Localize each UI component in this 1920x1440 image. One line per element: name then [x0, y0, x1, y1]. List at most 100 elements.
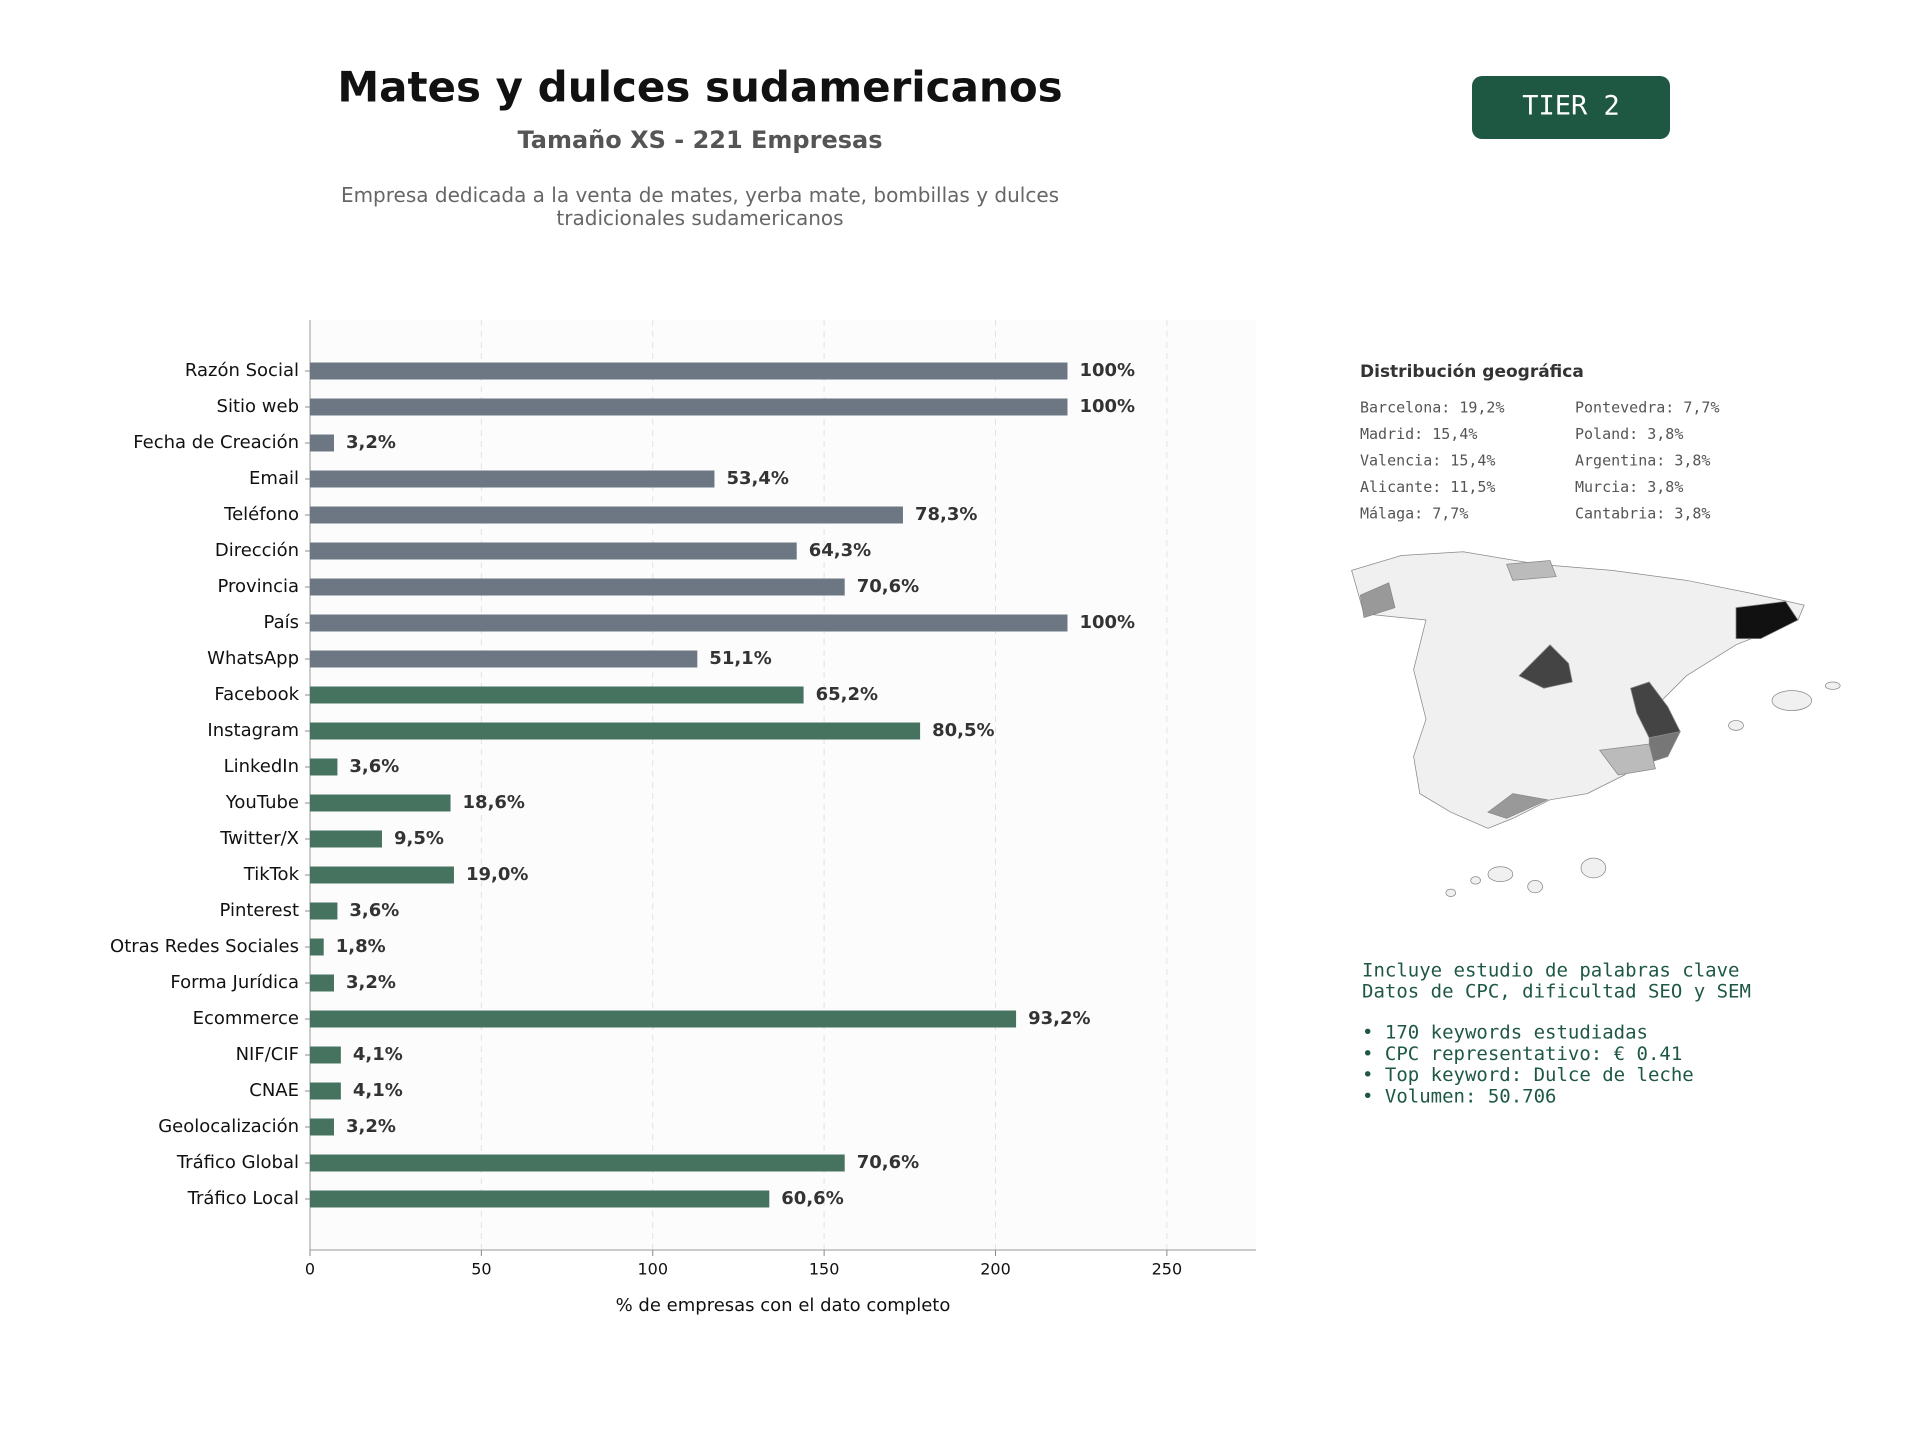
- keyword-bullet: • Top keyword: Dulce de leche: [1362, 1064, 1694, 1086]
- value-label: 70,6%: [857, 1152, 919, 1173]
- bar: [310, 398, 1068, 416]
- bar: [310, 1046, 341, 1064]
- y-tick-label: Instagram: [207, 720, 299, 741]
- value-label: 3,2%: [346, 1116, 396, 1137]
- value-label: 4,1%: [353, 1044, 403, 1065]
- value-label: 64,3%: [809, 540, 871, 561]
- value-label: 1,8%: [336, 936, 386, 957]
- keyword-note: Datos de CPC, dificultad SEO y SEM: [1362, 981, 1751, 1003]
- value-label: 100%: [1079, 360, 1135, 381]
- value-label: 70,6%: [857, 576, 919, 597]
- value-label: 3,6%: [349, 900, 399, 921]
- y-tick-label: YouTube: [225, 792, 299, 813]
- bar: [310, 1154, 845, 1172]
- geo-item: Valencia: 15,4%: [1360, 452, 1495, 470]
- geo-item: Argentina: 3,8%: [1575, 452, 1710, 470]
- subtitle: Tamaño XS - 221 Empresas: [518, 126, 883, 154]
- x-tick-label: 100: [637, 1260, 668, 1279]
- geo-item: Cantabria: 3,8%: [1575, 505, 1710, 523]
- y-tick-label: LinkedIn: [224, 756, 299, 777]
- value-label: 53,4%: [726, 468, 788, 489]
- y-tick-label: Facebook: [214, 684, 299, 705]
- value-label: 80,5%: [932, 720, 994, 741]
- bar: [310, 758, 338, 776]
- x-tick-label: 200: [980, 1260, 1011, 1279]
- y-tick-label: TikTok: [243, 864, 300, 885]
- y-tick-label: Sitio web: [217, 396, 299, 417]
- tier-badge: [1472, 76, 1670, 139]
- keyword-bullet: • 170 keywords estudiadas: [1362, 1022, 1648, 1044]
- y-tick-label: Email: [249, 468, 299, 489]
- y-tick-label: Teléfono: [223, 504, 299, 525]
- x-axis-label: % de empresas con el dato completo: [616, 1295, 951, 1316]
- plot-background: [310, 320, 1256, 1250]
- bar: [310, 902, 338, 920]
- bar: [310, 578, 845, 596]
- bar: [310, 614, 1068, 632]
- geo-item: Pontevedra: 7,7%: [1575, 399, 1720, 417]
- bar: [310, 866, 454, 884]
- geo-item: Murcia: 3,8%: [1575, 478, 1683, 496]
- y-tick-label: Fecha de Creación: [133, 432, 299, 453]
- value-label: 51,1%: [709, 648, 771, 669]
- y-tick-label: Twitter/X: [219, 828, 299, 849]
- tier-label: TIER 2: [1522, 91, 1620, 122]
- bar: [310, 1190, 770, 1208]
- x-tick-label: 250: [1152, 1260, 1183, 1279]
- keyword-bullet: • CPC representativo: € 0.41: [1362, 1043, 1682, 1065]
- value-label: 100%: [1079, 396, 1135, 417]
- bar: [310, 470, 715, 488]
- x-tick-label: 0: [305, 1260, 315, 1279]
- y-tick-label: CNAE: [249, 1080, 299, 1101]
- bar: [310, 542, 797, 560]
- value-label: 78,3%: [915, 504, 977, 525]
- geo-item: Poland: 3,8%: [1575, 425, 1683, 443]
- value-label: 93,2%: [1028, 1008, 1090, 1029]
- bar: [310, 974, 334, 992]
- map: [1351, 551, 1841, 897]
- y-tick-label: Otras Redes Sociales: [110, 936, 299, 957]
- bar: [310, 794, 451, 812]
- value-label: 3,2%: [346, 972, 396, 993]
- y-tick-label: Tráfico Local: [187, 1188, 299, 1209]
- y-tick-label: País: [264, 612, 299, 633]
- y-tick-label: Provincia: [217, 576, 299, 597]
- bar: [310, 1082, 341, 1100]
- value-label: 65,2%: [816, 684, 878, 705]
- bar: [310, 830, 382, 848]
- y-tick-label: Dirección: [215, 540, 299, 561]
- keyword-bullet: • Volumen: 50.706: [1362, 1085, 1556, 1107]
- y-tick-label: NIF/CIF: [236, 1044, 299, 1065]
- geo-item: Madrid: 15,4%: [1360, 425, 1477, 443]
- y-tick-label: Razón Social: [185, 360, 299, 381]
- description: Empresa dedicada a la venta de mates, ye…: [340, 183, 1060, 230]
- title: Mates y dulces sudamericanos: [337, 63, 1062, 112]
- geo-item: Málaga: 7,7%: [1360, 505, 1468, 523]
- value-label: 19,0%: [466, 864, 528, 885]
- value-label: 18,6%: [463, 792, 525, 813]
- bar: [310, 686, 804, 704]
- value-label: 4,1%: [353, 1080, 403, 1101]
- y-tick-label: Ecommerce: [193, 1008, 299, 1029]
- keyword-note: Incluye estudio de palabras clave: [1362, 960, 1740, 982]
- y-tick-label: Tráfico Global: [176, 1152, 299, 1173]
- bar: [310, 938, 324, 956]
- value-label: 9,5%: [394, 828, 444, 849]
- y-tick-label: WhatsApp: [207, 648, 299, 669]
- y-tick-label: Geolocalización: [158, 1116, 299, 1137]
- bar: [310, 434, 334, 452]
- geo-item: Barcelona: 19,2%: [1360, 399, 1505, 417]
- bar: [310, 722, 921, 740]
- x-tick-label: 150: [809, 1260, 840, 1279]
- geo-title: Distribución geográfica: [1360, 362, 1584, 382]
- y-tick-label: Forma Jurídica: [170, 972, 299, 993]
- geo-item: Alicante: 11,5%: [1360, 478, 1495, 496]
- x-tick-label: 50: [471, 1260, 491, 1279]
- value-label: 60,6%: [781, 1188, 843, 1209]
- value-label: 3,6%: [349, 756, 399, 777]
- bar: [310, 1118, 334, 1136]
- bar: [310, 650, 698, 668]
- value-label: 3,2%: [346, 432, 396, 453]
